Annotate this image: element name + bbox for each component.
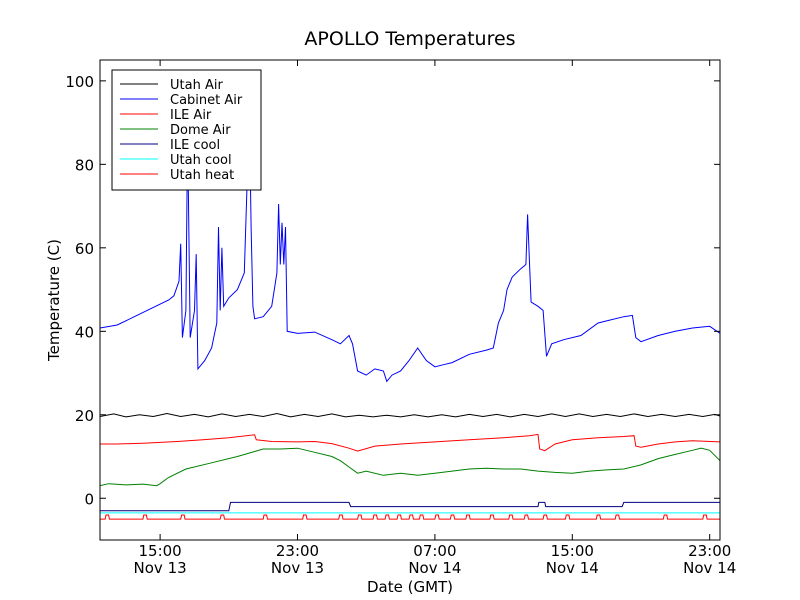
y-tick-label: 0 [84,490,94,508]
x-tick-date-label: Nov 14 [683,559,736,577]
x-axis-label: Date (GMT) [367,578,453,596]
series-line-ile-cool [100,501,720,512]
x-tick-date-label: Nov 14 [408,559,461,577]
legend-label-utah-air: Utah Air [170,78,223,93]
plot-frame [99,59,721,541]
legend-label-cabinet-air: Cabinet Air [170,93,243,108]
legend-label-dome-air: Dome Air [170,123,231,138]
x-tick-time-label: 07:00 [413,542,456,560]
series-line-cabinet-air [100,114,720,383]
series-layer [100,114,720,520]
series-line-dome-air [100,447,720,487]
x-tick-time-label: 23:00 [688,542,731,560]
x-tick-date-label: Nov 14 [546,559,599,577]
chart-title: APOLLO Temperatures [304,28,515,50]
series-line-utah-air [100,412,720,418]
legend-label-ile-cool: ILE cool [170,138,220,153]
y-tick-label: 60 [75,240,94,258]
y-tick-label: 80 [75,156,94,174]
x-tick-time-label: 15:00 [138,542,181,560]
x-tick-date-label: Nov 13 [134,559,187,577]
legend-box [111,69,262,191]
x-tick-time-label: 23:00 [276,542,319,560]
legend-label-ile-air: ILE Air [170,108,212,123]
y-tick-label: 20 [75,407,94,425]
y-axis-label: Temperature (C) [45,239,63,362]
x-tick-date-label: Nov 13 [271,559,324,577]
y-tick-label: 40 [75,323,94,341]
legend-label-utah-cool: Utah cool [170,153,232,168]
series-line-ile-air [100,433,720,452]
series-line-utah-heat [100,514,720,520]
x-tick-time-label: 15:00 [551,542,594,560]
legend-label-utah-heat: Utah heat [170,168,234,183]
y-tick-label: 100 [65,73,94,91]
